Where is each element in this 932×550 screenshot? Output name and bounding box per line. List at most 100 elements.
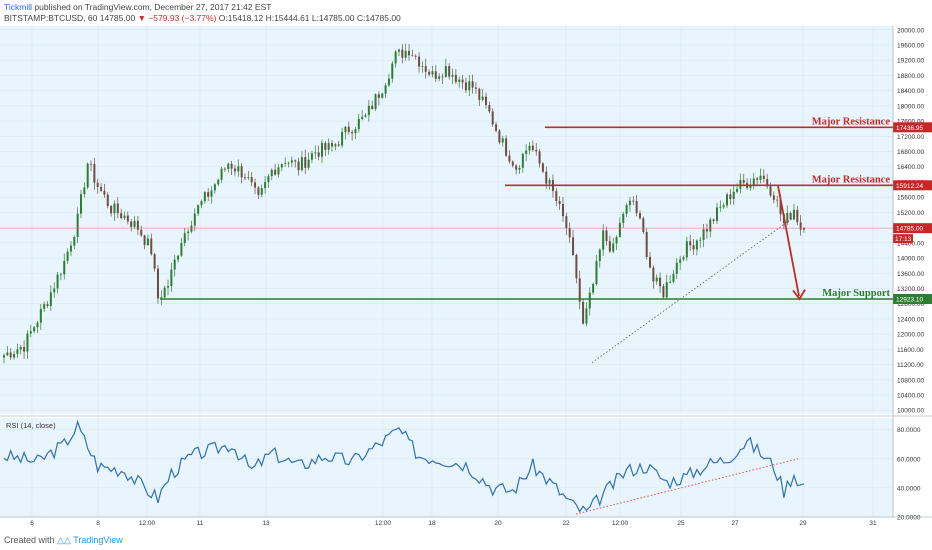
rsi-line bbox=[3, 419, 805, 513]
candle-body bbox=[146, 238, 149, 246]
symbol-ohlc-bar: BITSTAMP:BTCUSD, 60 14785.00 ▼ −579.93 (… bbox=[4, 13, 401, 23]
candle-body bbox=[434, 71, 437, 79]
candle-body bbox=[120, 213, 123, 219]
candle-body bbox=[766, 178, 769, 187]
candle-body bbox=[347, 126, 350, 133]
candle-body bbox=[595, 261, 598, 285]
tradingview-brand[interactable]: TradingView bbox=[73, 535, 123, 545]
candle-body bbox=[377, 94, 380, 98]
candle-body bbox=[140, 229, 143, 236]
candle-body bbox=[695, 240, 698, 250]
close-value: C:14785.00 bbox=[356, 13, 401, 23]
candle-body bbox=[662, 286, 665, 298]
candle-body bbox=[404, 50, 407, 58]
candle-body bbox=[803, 228, 805, 230]
candle-body bbox=[669, 281, 672, 283]
candle-body bbox=[575, 254, 578, 279]
candle-body bbox=[685, 241, 688, 258]
candle-body bbox=[100, 186, 103, 191]
price-tick-label: 15600.00 bbox=[897, 195, 924, 202]
time-tick-label: 29 bbox=[799, 520, 807, 527]
candle-body bbox=[247, 177, 250, 178]
candle-body bbox=[153, 254, 156, 269]
candle-body bbox=[187, 231, 190, 234]
support-price-tag: 12923.10 bbox=[896, 297, 923, 304]
candle-body bbox=[364, 114, 367, 117]
candle-body bbox=[264, 182, 267, 189]
candle-body bbox=[756, 178, 759, 180]
candle-body bbox=[183, 233, 186, 244]
price-panel-bg bbox=[0, 26, 893, 414]
candle-body bbox=[126, 215, 129, 222]
candle-body bbox=[56, 274, 59, 289]
price-tick-label: 16800.00 bbox=[897, 149, 924, 156]
price-trendline bbox=[591, 213, 799, 363]
candle-body bbox=[300, 157, 303, 171]
candle-body bbox=[635, 200, 638, 214]
candle-body bbox=[508, 155, 511, 162]
candle-body bbox=[779, 200, 782, 215]
candle-body bbox=[36, 322, 39, 328]
candle-body bbox=[461, 79, 464, 83]
candle-body bbox=[123, 215, 126, 219]
publisher-link[interactable]: Tickmill bbox=[4, 2, 33, 12]
time-tick-label: 6 bbox=[30, 520, 34, 527]
candle-body bbox=[749, 184, 752, 188]
candle-body bbox=[458, 79, 461, 83]
candle-body bbox=[387, 78, 390, 86]
support-label: Major Support bbox=[822, 288, 890, 299]
candle-body bbox=[799, 222, 802, 230]
rsi-tick-label: 20.0000 bbox=[897, 515, 921, 522]
candle-body bbox=[548, 179, 551, 184]
candle-body bbox=[642, 218, 645, 233]
candle-body bbox=[582, 301, 585, 324]
candle-body bbox=[451, 74, 454, 77]
candle-body bbox=[712, 219, 715, 221]
candle-body bbox=[675, 262, 678, 274]
candle-body bbox=[649, 256, 652, 268]
candle-body bbox=[29, 331, 32, 334]
price-change: ▼ −579.93 (−3.77%) bbox=[137, 13, 217, 23]
low-value: L:14785.00 bbox=[311, 13, 355, 23]
candle-body bbox=[223, 168, 226, 170]
candle-body bbox=[93, 163, 96, 183]
candle-body bbox=[421, 66, 424, 67]
candle-body bbox=[381, 93, 384, 98]
candle-body bbox=[448, 66, 451, 77]
candle-body bbox=[170, 269, 173, 287]
candle-body bbox=[498, 130, 501, 143]
candle-body bbox=[699, 239, 702, 241]
candle-body bbox=[528, 145, 531, 151]
candle-body bbox=[602, 230, 605, 250]
candle-body bbox=[294, 160, 297, 162]
time-tick-label: 13 bbox=[262, 520, 270, 527]
price-tick-label: 10400.00 bbox=[897, 392, 924, 399]
candle-body bbox=[474, 87, 477, 89]
candle-body bbox=[481, 96, 484, 100]
candle-body bbox=[257, 187, 260, 195]
time-tick-label: 27 bbox=[731, 520, 739, 527]
candle-body bbox=[190, 225, 193, 232]
price-tick-label: 16400.00 bbox=[897, 164, 924, 171]
candle-body bbox=[197, 205, 200, 214]
candle-body bbox=[16, 349, 19, 354]
candle-body bbox=[511, 161, 514, 166]
footer: Created with △△ TradingView bbox=[4, 535, 123, 546]
price-tick-label: 11600.00 bbox=[897, 347, 924, 354]
candle-body bbox=[679, 259, 682, 263]
candle-body bbox=[521, 153, 524, 168]
price-tick-label: 18400.00 bbox=[897, 88, 924, 95]
candle-body bbox=[136, 220, 139, 230]
projection-arrowhead bbox=[792, 289, 806, 301]
candle-body bbox=[317, 152, 320, 157]
candle-body bbox=[331, 143, 334, 147]
candle-body bbox=[227, 163, 230, 169]
price-tick-label: 17600.00 bbox=[897, 119, 924, 126]
candle-body bbox=[538, 151, 541, 164]
time-tick-label: 31 bbox=[869, 520, 877, 527]
candle-body bbox=[177, 255, 180, 260]
candle-body bbox=[682, 257, 685, 260]
resistance-label: Major Resistance bbox=[812, 116, 891, 127]
